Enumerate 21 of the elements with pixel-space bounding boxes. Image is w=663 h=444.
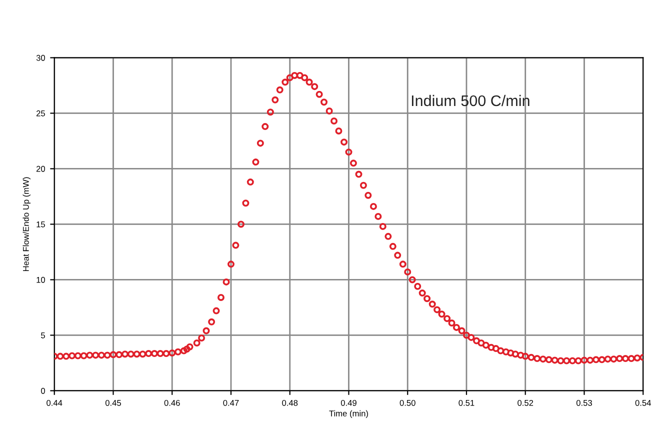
x-tick-label: 0.46 xyxy=(164,400,180,406)
x-tick-label: 0.50 xyxy=(400,400,416,406)
x-tick-label: 0.49 xyxy=(340,400,356,406)
annotation: Indium 500 C/min xyxy=(412,94,530,106)
x-tick-label: 0.51 xyxy=(458,400,474,406)
x-tick-label: 0.48 xyxy=(282,400,298,406)
y-tick-label: 10 xyxy=(36,276,46,283)
x-tick-label: 0.52 xyxy=(518,400,534,406)
x-tick-label: 0.45 xyxy=(105,400,121,406)
y-tick-label: 30 xyxy=(36,54,46,61)
x-tick-label: 0.47 xyxy=(223,400,239,406)
x-tick-label: 0.44 xyxy=(46,400,62,406)
y-tick-label: 25 xyxy=(36,110,45,116)
y-axis-title: Heat Flow/Endo Up (mW) xyxy=(22,177,31,271)
x-axis-title: Time (min) xyxy=(329,410,368,418)
x-tick-label: 0.54 xyxy=(635,400,651,406)
y-tick-label: 5 xyxy=(41,332,45,338)
x-tick-label: 0.53 xyxy=(576,400,592,406)
y-tick-label: 20 xyxy=(36,166,46,172)
y-tick-label: 15 xyxy=(36,222,45,228)
y-tick-label: 0 xyxy=(41,388,46,394)
